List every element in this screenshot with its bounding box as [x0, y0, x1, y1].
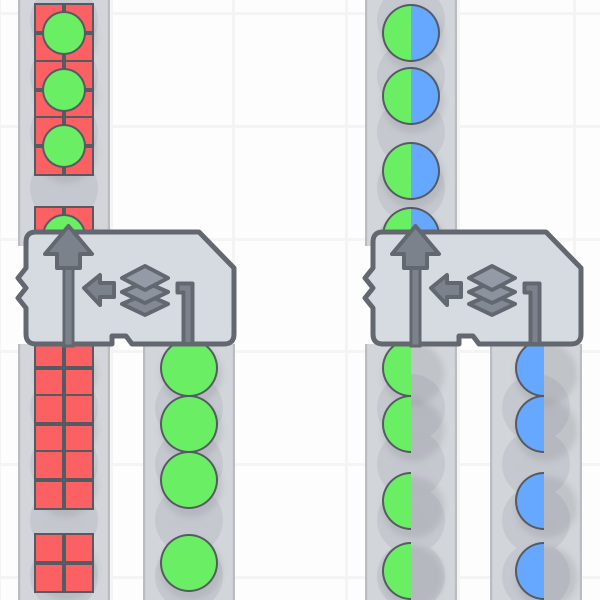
shape-item-green-blue-circle[interactable]: [380, 140, 444, 208]
circle-quadrant: [160, 451, 189, 480]
circle-layer-green: [160, 534, 218, 592]
square-quadrant: [34, 450, 64, 480]
circle-quadrant: [382, 501, 411, 530]
circle-quadrant: [515, 424, 544, 453]
shape-item-green-half-circle[interactable]: [380, 540, 444, 600]
circle-quadrant: [189, 534, 218, 563]
circle-quadrant: [411, 4, 440, 33]
up-arrow-icon: [390, 224, 441, 348]
circle-quadrant: [515, 571, 544, 600]
circle-quadrant: [382, 424, 411, 453]
shape-item-green-circle[interactable]: [158, 449, 222, 517]
circle-quadrant: [515, 501, 544, 530]
circle-quadrant: [382, 4, 411, 33]
grid-line-vertical: [345, 0, 348, 600]
shape-item-red-square-green-circle[interactable]: [33, 59, 97, 127]
square-quadrant: [64, 563, 94, 593]
shape-item-blue-half-circle[interactable]: [513, 540, 577, 600]
half-circle-green: [382, 395, 440, 453]
left-arrow-icon: [429, 273, 463, 307]
circle-layer-green: [42, 124, 86, 168]
square-quadrant: [34, 563, 64, 593]
square-quadrant: [64, 394, 94, 424]
shape-item-green-half-circle[interactable]: [380, 470, 444, 538]
circle-split-green-blue: [382, 4, 440, 62]
square-layer-red: [34, 394, 94, 454]
shape-item-green-circle[interactable]: [158, 532, 222, 600]
hook-icon: [175, 281, 195, 346]
circle-layer-green: [160, 395, 218, 453]
shape-item-green-half-circle[interactable]: [380, 337, 444, 405]
circle-quadrant: [189, 451, 218, 480]
shape-item-green-circle[interactable]: [158, 393, 222, 461]
square-quadrant: [34, 533, 64, 563]
grid-line-horizontal: [0, 125, 600, 128]
circle-quadrant: [160, 563, 189, 592]
half-circle-green: [382, 472, 440, 530]
circle-layer-green: [42, 68, 86, 112]
shape-item-blue-half-circle[interactable]: [513, 470, 577, 538]
circle-layer-green: [160, 451, 218, 509]
half-circle-blue: [515, 542, 573, 600]
shape-item-green-blue-circle[interactable]: [380, 65, 444, 133]
shape-item-blue-half-circle[interactable]: [513, 393, 577, 461]
square-quadrant: [34, 480, 64, 510]
circle-quadrant: [382, 33, 411, 62]
circle-quadrant: [411, 67, 440, 96]
circle-quadrant: [382, 96, 411, 125]
shape-item-green-half-circle[interactable]: [380, 393, 444, 461]
circle-quadrant: [382, 171, 411, 200]
square-layer-red: [34, 450, 94, 510]
grid-line-horizontal: [0, 12, 600, 15]
grid-line-horizontal: [0, 463, 600, 466]
shape-item-red-square[interactable]: [33, 393, 97, 461]
grid-line-vertical: [0, 0, 1, 600]
shape-cutter-left[interactable]: [14, 224, 246, 352]
shape-item-red-square-green-circle[interactable]: [33, 115, 97, 183]
circle-quadrant: [189, 395, 218, 424]
output-belt-right-green[interactable]: [365, 344, 457, 600]
grid-line-horizontal: [0, 238, 600, 241]
left-arrow-icon: [82, 273, 116, 307]
circle-quadrant: [411, 142, 440, 171]
half-circle-blue: [515, 472, 573, 530]
square-quadrant: [34, 394, 64, 424]
circle-quadrant: [515, 395, 544, 424]
circle-layer-green: [42, 11, 86, 55]
shape-item-red-square[interactable]: [33, 532, 97, 600]
circle-quadrant: [382, 142, 411, 171]
square-quadrant: [64, 533, 94, 563]
circle-quadrant: [160, 534, 189, 563]
square-layer-red: [34, 533, 94, 593]
circle-quadrant: [382, 67, 411, 96]
circle-quadrant: [382, 542, 411, 571]
stacked-layers-icon: [467, 264, 517, 317]
shape-item-green-blue-circle[interactable]: [380, 2, 444, 70]
circle-split-green-blue: [382, 142, 440, 200]
circle-quadrant: [160, 395, 189, 424]
shape-item-red-square-green-circle[interactable]: [33, 2, 97, 70]
half-circle-blue: [515, 395, 573, 453]
up-arrow-icon: [43, 224, 94, 348]
circle-split-green-blue: [382, 67, 440, 125]
stacked-layers-icon: [120, 264, 170, 317]
circle-quadrant: [160, 480, 189, 509]
grid-line-horizontal: [0, 350, 600, 353]
hook-icon: [522, 281, 542, 346]
circle-quadrant: [382, 571, 411, 600]
half-circle-green: [382, 542, 440, 600]
square-quadrant: [64, 450, 94, 480]
square-quadrant: [64, 480, 94, 510]
circle-quadrant: [382, 472, 411, 501]
grid-line-horizontal: [0, 576, 600, 579]
circle-quadrant: [515, 472, 544, 501]
shape-item-red-square[interactable]: [33, 449, 97, 517]
circle-quadrant: [515, 542, 544, 571]
circle-quadrant: [382, 395, 411, 424]
shape-cutter-right[interactable]: [361, 224, 593, 352]
shape-item-blue-half-circle[interactable]: [513, 337, 577, 405]
